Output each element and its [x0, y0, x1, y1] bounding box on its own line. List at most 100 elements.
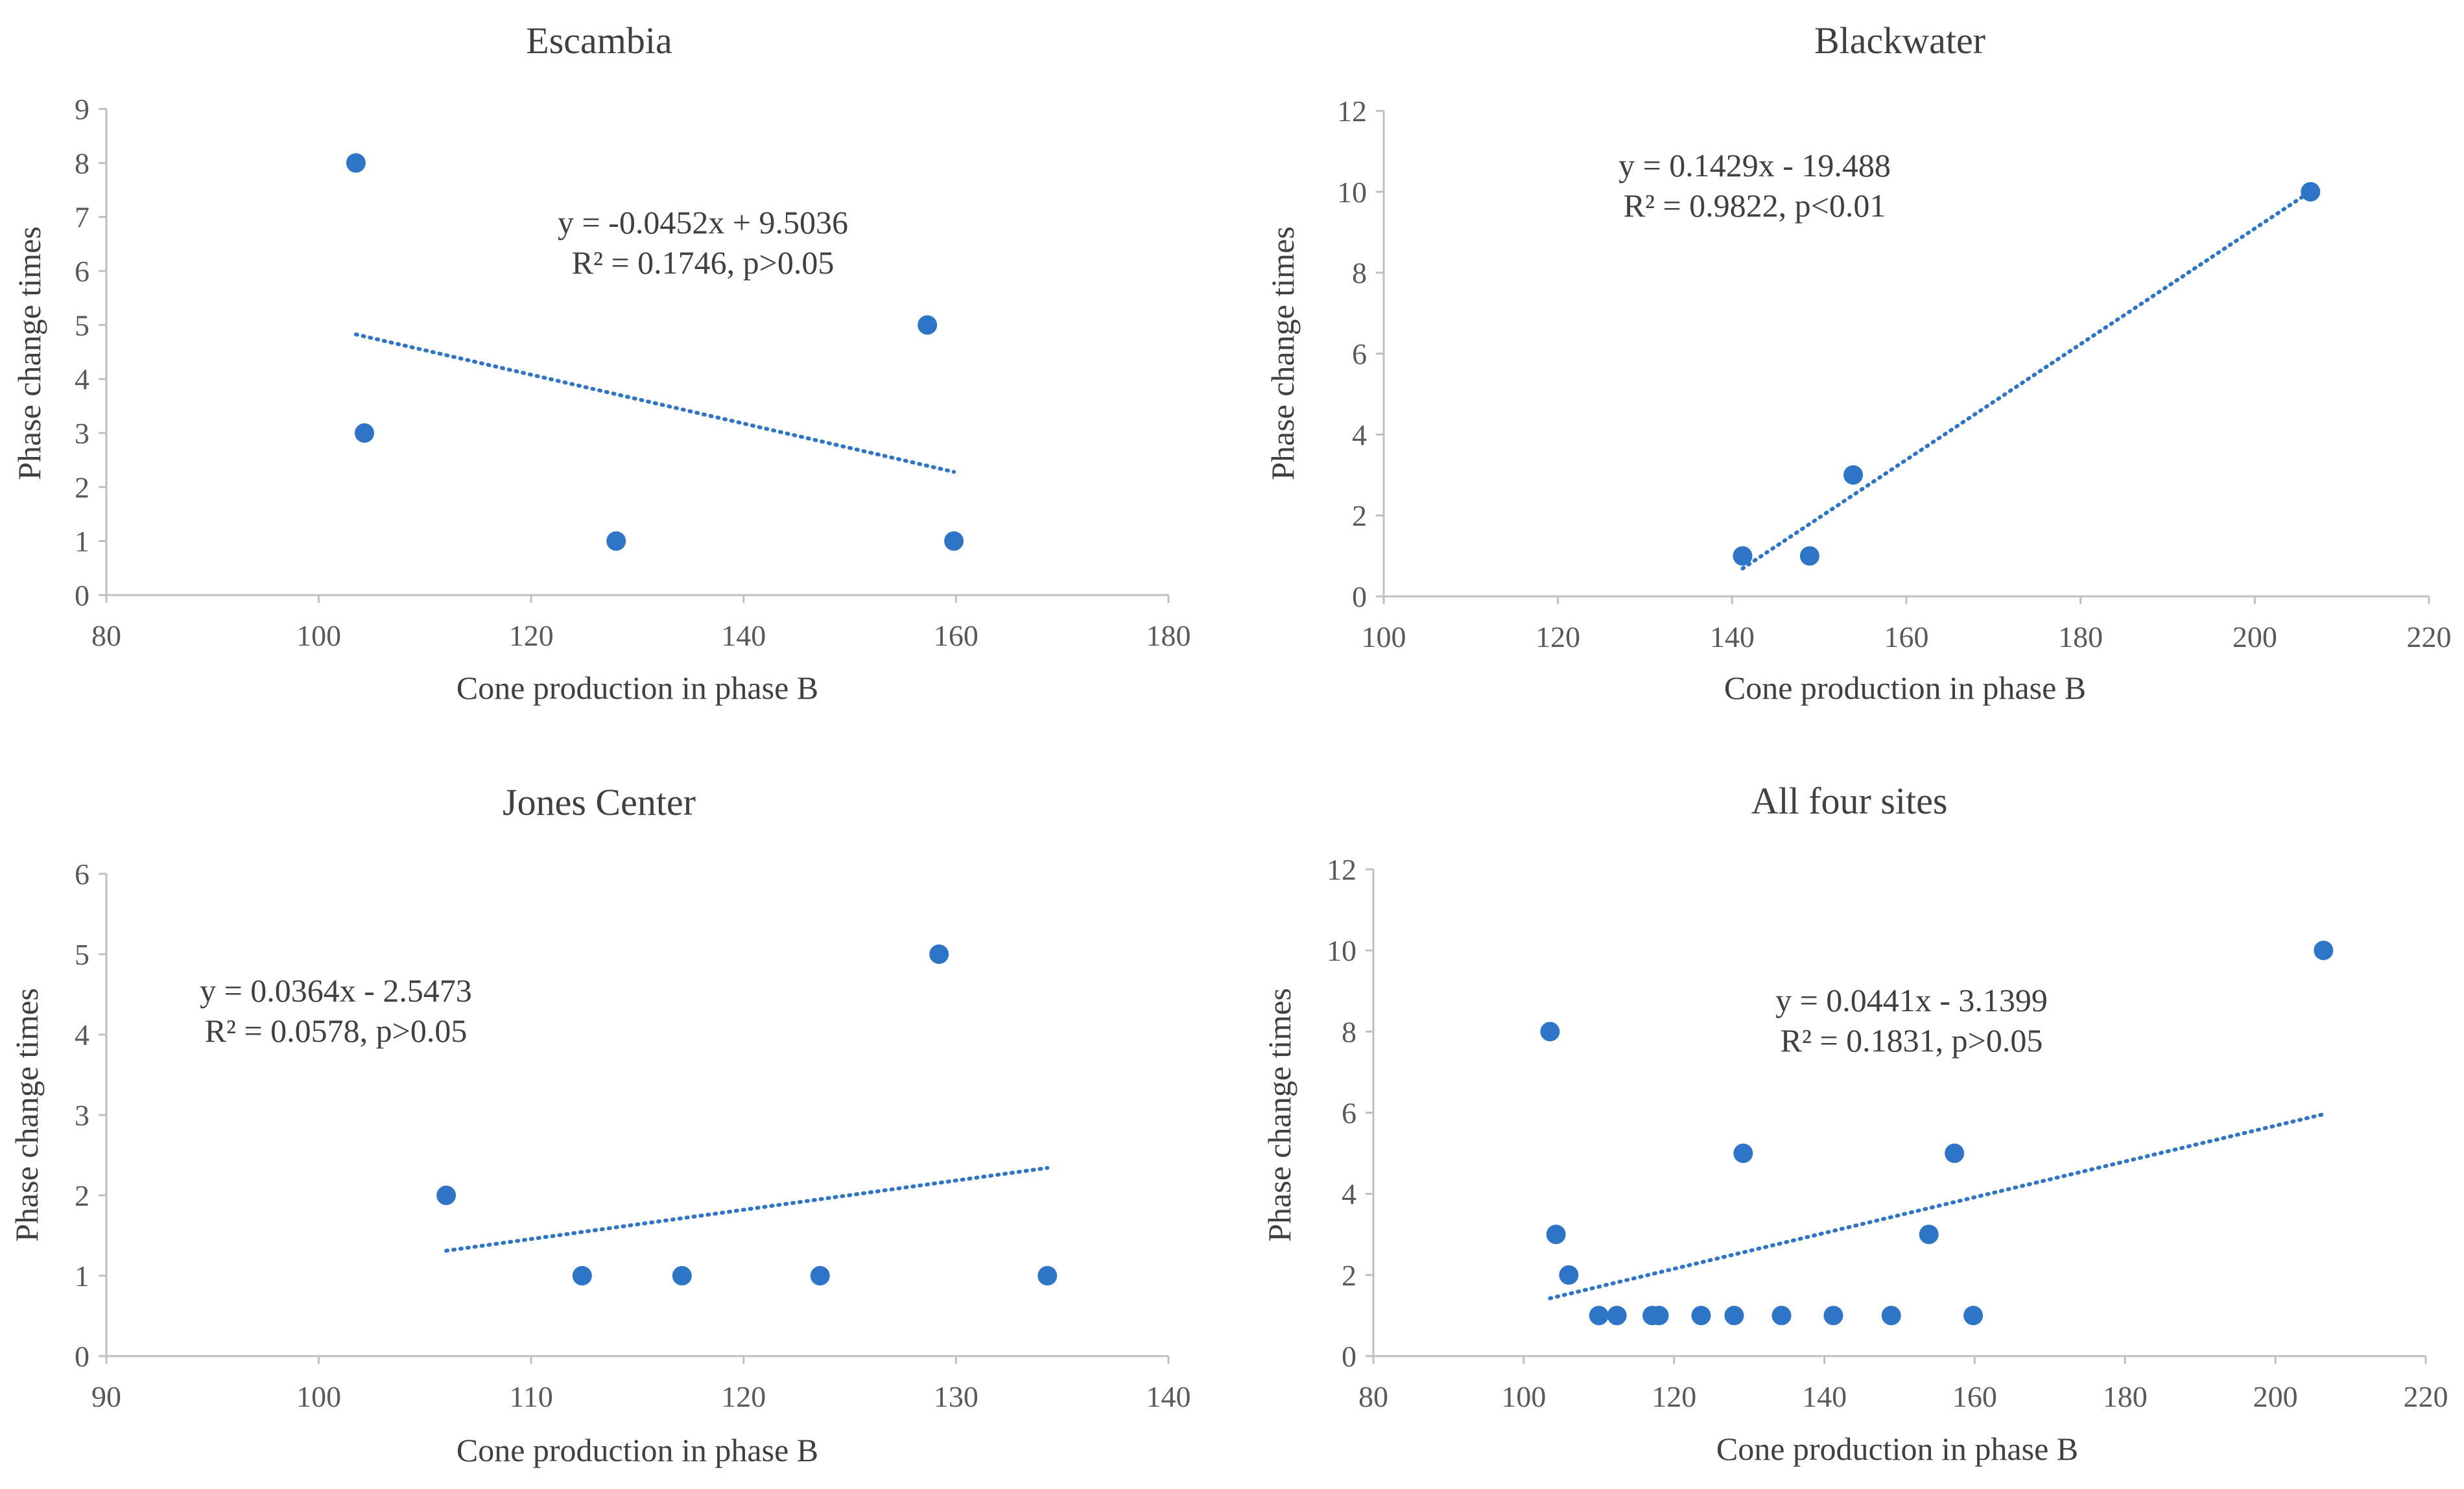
regression-stats: R² = 0.1746, p>0.05 [572, 244, 835, 281]
regression-stats: R² = 0.9822, p<0.01 [1624, 187, 1886, 224]
y-tick-label: 6 [75, 858, 89, 891]
x-tick-label: 140 [1146, 1380, 1191, 1413]
x-tick-label: 100 [296, 619, 341, 652]
data-points [1733, 182, 2321, 566]
x-axis-title: Cone production in phase B [456, 1432, 818, 1468]
regression-stats: R² = 0.0578, p>0.05 [205, 1013, 468, 1049]
chart-blackwater: Blackwater 100 120 140 160 180 200 22002468101… [1264, 19, 2452, 706]
data-point [1037, 1266, 1058, 1285]
trendline [1740, 189, 2313, 570]
y-axis-title: Phase change times [1261, 988, 1297, 1242]
y-tick-label: 1 [75, 1260, 89, 1293]
y-axis-title: Phase change times [1264, 226, 1301, 480]
y-tick-label: 0 [1352, 580, 1367, 613]
x-tick-label: 140 [1710, 620, 1755, 653]
y-tick-label: 9 [75, 93, 89, 126]
y-tick-label: 10 [1337, 176, 1367, 209]
x-tick-label: 140 [721, 619, 766, 652]
data-point [1733, 546, 1753, 566]
y-tick-label: 2 [75, 471, 89, 504]
y-tick-label: 8 [1342, 1015, 1356, 1048]
y-tick-label: 4 [75, 363, 89, 396]
data-point [1540, 1022, 1560, 1042]
data-point [1799, 546, 1819, 566]
x-tick-label: 160 [934, 619, 978, 652]
y-axis-title: Phase change times [8, 988, 45, 1242]
x-tick-label: 180 [2058, 620, 2103, 653]
data-point [2301, 182, 2321, 202]
y-tick-label: 4 [1352, 418, 1367, 451]
chart-escambia: Escambia 80 100 120 140 160 180 0 1 2 3 4 5 6 7 8 9 y =… [11, 19, 1191, 706]
data-points [346, 153, 964, 551]
x-tick-label: 100 [296, 1380, 341, 1413]
data-point [2314, 941, 2334, 961]
x-tick-label: 110 [510, 1380, 553, 1413]
y-tick-label: 6 [1352, 338, 1367, 371]
y-tick-label: 2 [1342, 1259, 1356, 1292]
data-point [1589, 1306, 1609, 1326]
chart-title: Escambia [526, 19, 672, 62]
data-point [355, 423, 375, 443]
trendline [444, 1166, 1050, 1253]
regression-stats: R² = 0.1831, p>0.05 [1781, 1022, 2043, 1059]
data-point [572, 1266, 592, 1285]
data-point [436, 1186, 456, 1205]
regression-equation: y = 0.0364x - 2.5473 [200, 972, 472, 1009]
tick-labels: 100 120 140 160 180 200 220 0 2 4 6 8 10 12 [1337, 95, 2452, 653]
x-tick-label: 200 [2253, 1380, 2298, 1413]
x-tick-label: 200 [2233, 620, 2277, 653]
chart-jones-center: Jones Center 90 100 110 120 130 140 0 1 2 3 4 5 6 y … [8, 781, 1191, 1468]
data-point [1649, 1306, 1669, 1326]
y-tick-label: 8 [75, 147, 89, 180]
x-tick-label: 160 [1952, 1380, 1997, 1413]
chart-all-four-sites: All four sites 80 100 120 140 160 180 200 220 0 2… [1261, 780, 2448, 1467]
x-tick-label: 100 [1501, 1380, 1546, 1413]
data-point [944, 531, 964, 551]
tick-labels: 90 100 110 120 130 140 0 1 2 3 4 5 6 [75, 858, 1191, 1413]
x-axis-title: Cone production in phase B [456, 670, 818, 706]
x-axis-title: Cone production in phase B [1724, 670, 2086, 706]
data-point [672, 1266, 692, 1285]
y-tick-label: 5 [75, 309, 89, 342]
y-tick-label: 12 [1337, 95, 1367, 128]
data-point [810, 1266, 830, 1285]
regression-equation: y = 0.1429x - 19.488 [1618, 147, 1891, 183]
x-tick-label: 180 [2103, 1380, 2148, 1413]
y-tick-label: 6 [75, 255, 89, 288]
x-tick-label: 120 [1535, 620, 1580, 653]
y-tick-label: 5 [75, 938, 89, 971]
y-tick-label: 2 [75, 1179, 89, 1212]
data-point [346, 153, 366, 173]
y-tick-label: 4 [75, 1018, 89, 1051]
y-tick-label: 7 [75, 201, 89, 234]
y-tick-label: 2 [1352, 499, 1367, 532]
data-point [1881, 1306, 1901, 1326]
data-point [1843, 465, 1864, 485]
x-tick-label: 120 [1652, 1380, 1696, 1413]
x-axis-title: Cone production in phase B [1716, 1431, 2078, 1467]
data-point [1945, 1143, 1965, 1164]
x-tick-label: 140 [1802, 1380, 1847, 1413]
x-tick-label: 80 [91, 619, 121, 652]
x-tick-label: 220 [2404, 1380, 2448, 1413]
data-point [1771, 1306, 1792, 1326]
x-tick-label: 130 [934, 1380, 978, 1413]
x-tick-label: 120 [509, 619, 554, 652]
y-tick-label: 10 [1327, 934, 1356, 967]
y-tick-label: 8 [1352, 257, 1367, 290]
chart-title: Blackwater [1814, 19, 1985, 62]
x-tick-label: 90 [91, 1380, 121, 1413]
x-tick-label: 180 [1146, 619, 1191, 652]
data-point [1546, 1225, 1566, 1245]
x-tick-label: 160 [1884, 620, 1929, 653]
regression-equation: y = -0.0452x + 9.5036 [558, 204, 848, 240]
regression-equation: y = 0.0441x - 3.1399 [1775, 982, 2048, 1018]
data-point [918, 315, 938, 335]
chart-title: Jones Center [503, 781, 696, 823]
tick-labels: 80 100 120 140 160 180 200 220 0 2 4 6 8 10 12 [1327, 853, 2448, 1413]
chart-title: All four sites [1751, 780, 1948, 822]
data-point [1963, 1306, 1984, 1326]
x-tick-label: 220 [2407, 620, 2452, 653]
y-tick-label: 3 [75, 417, 89, 450]
